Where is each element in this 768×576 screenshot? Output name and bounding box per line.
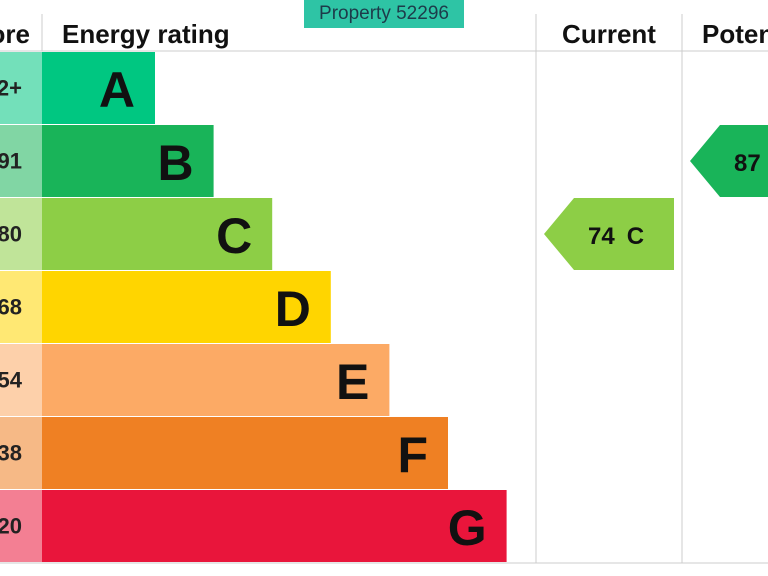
rating-letter: A — [99, 62, 135, 118]
score-range: 55-68 — [0, 295, 22, 320]
score-header: Score — [0, 19, 30, 49]
potential-arrow — [690, 125, 768, 197]
score-range: 21-38 — [0, 441, 22, 466]
rating-bar — [42, 271, 331, 343]
rating-bar — [42, 490, 507, 562]
score-range: 69-80 — [0, 222, 22, 247]
score-range: 81-91 — [0, 149, 22, 174]
rating-bar — [42, 198, 273, 270]
property-badge: Property 52296 — [304, 0, 464, 28]
score-cell — [0, 125, 42, 197]
score-range: 39-54 — [0, 368, 23, 393]
score-cell — [0, 417, 42, 489]
score-range: 92+ — [0, 76, 22, 101]
score-cell — [0, 490, 42, 562]
potential-value: 87 — [734, 150, 761, 177]
score-cell — [0, 52, 42, 124]
rating-letter: E — [336, 354, 369, 410]
rating-bar — [42, 52, 155, 124]
rating-header: Energy rating — [62, 19, 230, 49]
current-header: Current — [562, 19, 656, 49]
score-cell — [0, 344, 42, 416]
score-cell — [0, 271, 42, 343]
rating-letter: D — [275, 281, 311, 337]
potential-label: 87B — [734, 150, 768, 177]
current-value: 74 — [588, 223, 615, 250]
current-arrow — [544, 198, 674, 270]
rating-letter: C — [216, 208, 252, 264]
potential-header: Potential — [702, 19, 768, 49]
score-cell — [0, 198, 42, 270]
rating-bar — [42, 125, 214, 197]
rating-bar — [42, 344, 390, 416]
rating-letter: G — [448, 500, 487, 556]
score-range: 1-20 — [0, 514, 22, 539]
current-label: 74 C — [588, 223, 644, 250]
rating-letter: F — [397, 427, 428, 483]
current-band: C — [627, 223, 644, 250]
rating-bar — [42, 417, 448, 489]
rating-letter: B — [157, 135, 193, 191]
